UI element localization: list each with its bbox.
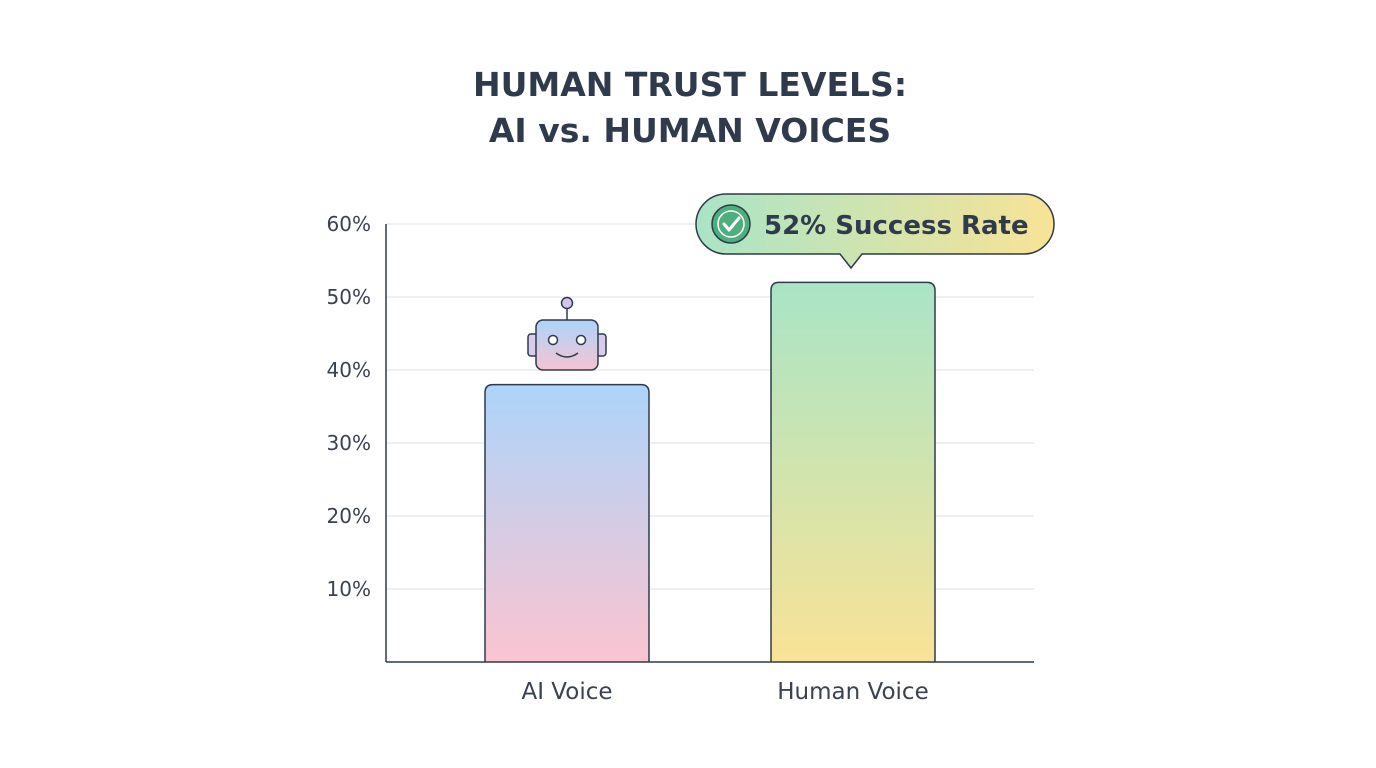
y-tick-label: 50%: [327, 285, 371, 309]
chart-title-line-2: AI vs. HUMAN VOICES: [489, 111, 891, 150]
y-tick-label: 20%: [327, 504, 371, 528]
check-circle-icon: [711, 204, 751, 244]
x-category-label: Human Voice: [777, 679, 928, 705]
success-rate-callout: 52% Success Rate: [695, 193, 1055, 270]
bars: [484, 281, 936, 662]
y-tick-label: 30%: [327, 431, 371, 455]
gridlines: [386, 223, 1034, 590]
x-axis-labels: AI Voice Human Voice: [521, 679, 928, 705]
x-category-label: AI Voice: [521, 679, 612, 705]
callout-text: 52% Success Rate: [764, 211, 1029, 241]
y-tick-label: 40%: [327, 358, 371, 382]
bar-ai-voice: [484, 383, 650, 662]
y-tick-label: 10%: [327, 577, 371, 601]
chart-title-line-1: HUMAN TRUST LEVELS:: [473, 65, 907, 104]
y-axis-ticks: 10% 20% 30% 40% 50% 60%: [327, 212, 371, 601]
bar-human-voice: [770, 281, 936, 662]
robot-icon: [527, 296, 607, 371]
y-tick-label: 60%: [327, 212, 371, 236]
